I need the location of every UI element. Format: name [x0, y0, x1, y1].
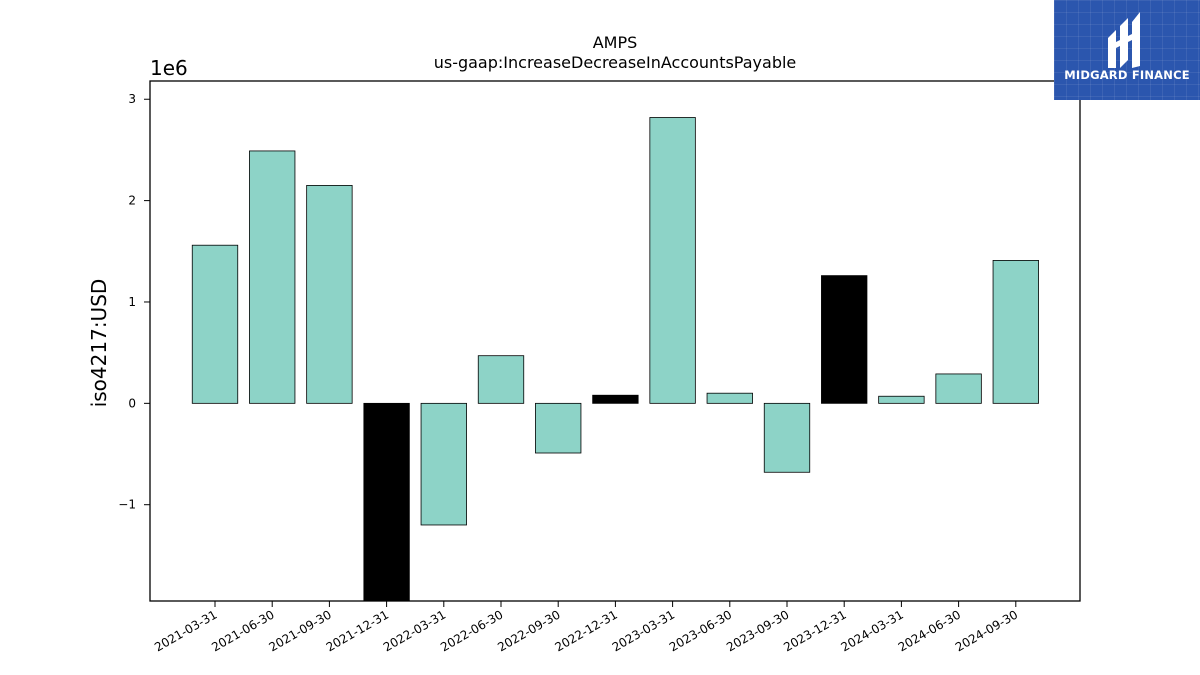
x-tick-label: 2023-09-30	[724, 607, 791, 654]
x-tick-label: 2024-09-30	[953, 607, 1020, 654]
bar-2024-06-30	[935, 373, 982, 404]
x-tick-label: 2021-06-30	[209, 607, 276, 654]
x-tick-label: 2023-06-30	[667, 607, 734, 654]
brand-name: MIDGARD FINANCE	[1064, 68, 1190, 82]
chart-subtitle: us-gaap:IncreaseDecreaseInAccountsPayabl…	[434, 53, 797, 72]
bar-2022-12-31	[592, 394, 639, 404]
bar-2023-03-31	[649, 117, 696, 404]
x-ticks-group: 2021-03-312021-06-302021-09-302021-12-31…	[152, 601, 1020, 654]
x-tick-label: 2022-03-31	[381, 607, 448, 654]
bars-group	[191, 117, 1039, 602]
bar-2021-09-30	[306, 185, 353, 404]
bar-2022-09-30	[535, 402, 582, 454]
logo-mark-icon	[1108, 12, 1140, 68]
bar-2021-12-31	[363, 402, 410, 602]
y-tick-label: 2	[128, 194, 136, 208]
x-tick-label: 2022-09-30	[495, 607, 562, 654]
x-tick-label: 2021-09-30	[266, 607, 333, 654]
x-tick-label: 2022-12-31	[552, 607, 619, 654]
plot-frame	[149, 80, 1081, 602]
bar-2023-12-31	[821, 275, 868, 404]
x-tick-label: 2024-06-30	[896, 607, 963, 654]
x-tick-label: 2021-03-31	[152, 607, 219, 654]
midgard-finance-logo: MIDGARD FINANCE	[1054, 0, 1200, 100]
x-tick-label: 2021-12-31	[324, 607, 391, 654]
bar-2023-06-30	[706, 392, 753, 404]
bar-2023-09-30	[763, 402, 811, 473]
y-tick-label: 3	[128, 92, 136, 106]
y-axis-label: iso4217:USD	[87, 279, 111, 408]
y-tick-label: 1	[128, 295, 136, 309]
y-ticks-group: −1 0 1 2 3	[118, 92, 150, 512]
y-tick-label: −1	[118, 498, 136, 512]
chart-title: AMPS	[593, 33, 638, 52]
y-offset-label: 1e6	[150, 56, 188, 80]
bar-2022-03-31	[420, 402, 467, 526]
x-tick-label: 2023-03-31	[610, 607, 677, 654]
bar-2024-03-31	[878, 395, 925, 404]
bar-2021-03-31	[191, 244, 239, 404]
y-tick-label: 0	[128, 396, 136, 410]
x-tick-label: 2022-06-30	[438, 607, 505, 654]
bar-2022-06-30	[477, 355, 525, 404]
bar-2024-09-30	[992, 260, 1039, 404]
bar-2021-06-30	[249, 150, 296, 404]
x-tick-label: 2023-12-31	[781, 607, 848, 654]
x-tick-label: 2024-03-31	[838, 607, 905, 654]
